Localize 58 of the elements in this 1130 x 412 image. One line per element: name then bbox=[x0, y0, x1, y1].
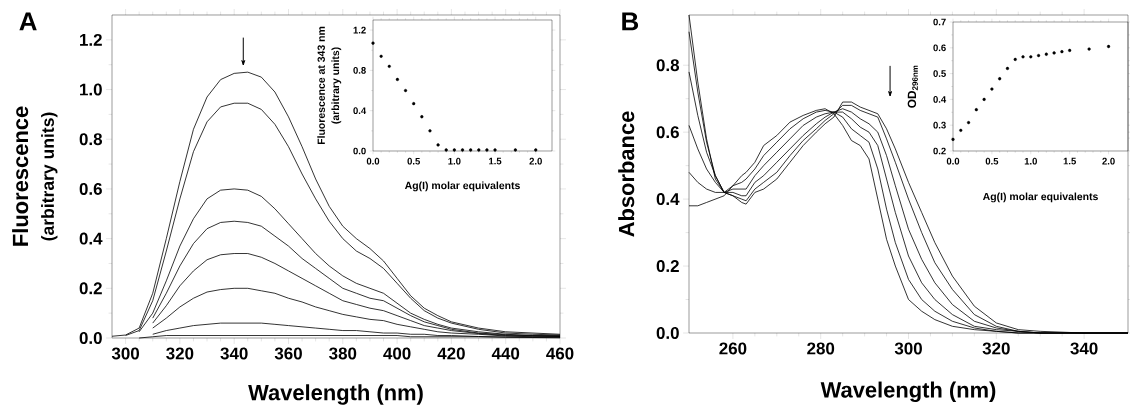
y-tick-label: 0.4 bbox=[656, 193, 680, 206]
y-tick-label: 0.2 bbox=[79, 282, 102, 295]
x-axis-title: Ag(I) molar equivalents bbox=[982, 192, 1098, 203]
x-tick-label: 2.0 bbox=[1102, 157, 1115, 165]
y-tick-label: 0.3 bbox=[933, 121, 946, 129]
text: (arbitrary units) bbox=[41, 112, 58, 241]
x-tick-label: 440 bbox=[491, 347, 520, 360]
y-tick-label: 0.7 bbox=[933, 18, 946, 26]
x-axis-title: Wavelength (nm) bbox=[820, 381, 996, 403]
y-tick-label: 0.6 bbox=[933, 44, 946, 52]
annotation: (arbitrary units) bbox=[331, 47, 342, 124]
y-tick-label: 0.6 bbox=[656, 126, 679, 139]
y-tick-label: 0.0 bbox=[656, 327, 679, 339]
x-tick-label: 460 bbox=[546, 347, 574, 360]
y-tick-label: 1.2 bbox=[80, 33, 102, 46]
y-tick-label: 0.5 bbox=[933, 70, 946, 77]
y-tick-label: 0.4 bbox=[79, 232, 103, 245]
y-tick-label: 0.0 bbox=[79, 332, 102, 344]
y-tick-label: 0.4 bbox=[933, 96, 947, 103]
x-tick-label: 320 bbox=[982, 342, 1010, 355]
y-tick-label: 0.8 bbox=[353, 67, 366, 74]
chart-title: B bbox=[622, 12, 639, 31]
x-tick-label: 1.5 bbox=[1063, 157, 1076, 165]
y-tick-label: 1.2 bbox=[353, 26, 366, 34]
x-tick-label: 420 bbox=[437, 347, 465, 360]
y-tick-label: 0.6 bbox=[79, 182, 102, 195]
y-axis-title: Absorbance bbox=[618, 111, 635, 237]
x-tick-label: 0.5 bbox=[407, 157, 420, 165]
x-axis-title: Wavelength (nm) bbox=[248, 384, 423, 405]
x-tick-label: 300 bbox=[894, 342, 922, 355]
y-tick-label: 0.2 bbox=[656, 260, 679, 273]
x-tick-label: 1.0 bbox=[448, 157, 461, 165]
x-tick-label: 0.0 bbox=[946, 157, 960, 165]
y-axis-title: Fluorescence at 343 nm bbox=[317, 26, 325, 145]
x-tick-label: 340 bbox=[220, 347, 248, 360]
y-tick-label: 0.8 bbox=[656, 59, 680, 72]
y-tick-label: 0.4 bbox=[353, 107, 367, 115]
x-tick-label: 1.0 bbox=[1024, 157, 1037, 165]
y-axis-title: OD$_{296nm}$ bbox=[907, 65, 918, 108]
x-tick-label: 1.5 bbox=[489, 157, 502, 165]
x-tick-label: 380 bbox=[329, 347, 357, 360]
x-tick-label: 300 bbox=[111, 347, 139, 360]
chart-title: A bbox=[19, 12, 37, 31]
y-tick-label: 0.2 bbox=[933, 147, 946, 155]
y-tick-label: 0.0 bbox=[353, 147, 366, 155]
x-tick-label: 260 bbox=[719, 342, 747, 355]
x-tick-label: 280 bbox=[807, 342, 835, 355]
x-tick-label: 320 bbox=[166, 347, 194, 360]
y-tick-label: 1.0 bbox=[80, 83, 102, 96]
x-tick-label: 2.0 bbox=[529, 157, 542, 165]
x-tick-label: 0.5 bbox=[985, 157, 999, 165]
x-tick-label: 400 bbox=[383, 347, 411, 360]
x-tick-label: 360 bbox=[274, 347, 302, 360]
x-axis-title: Ag(I) molar equivalents bbox=[404, 181, 520, 192]
x-tick-label: 0.0 bbox=[366, 157, 380, 165]
y-tick-label: 0.8 bbox=[79, 133, 103, 146]
y-axis-title: Fluorescence bbox=[12, 106, 29, 246]
x-tick-label: 340 bbox=[1070, 342, 1098, 355]
